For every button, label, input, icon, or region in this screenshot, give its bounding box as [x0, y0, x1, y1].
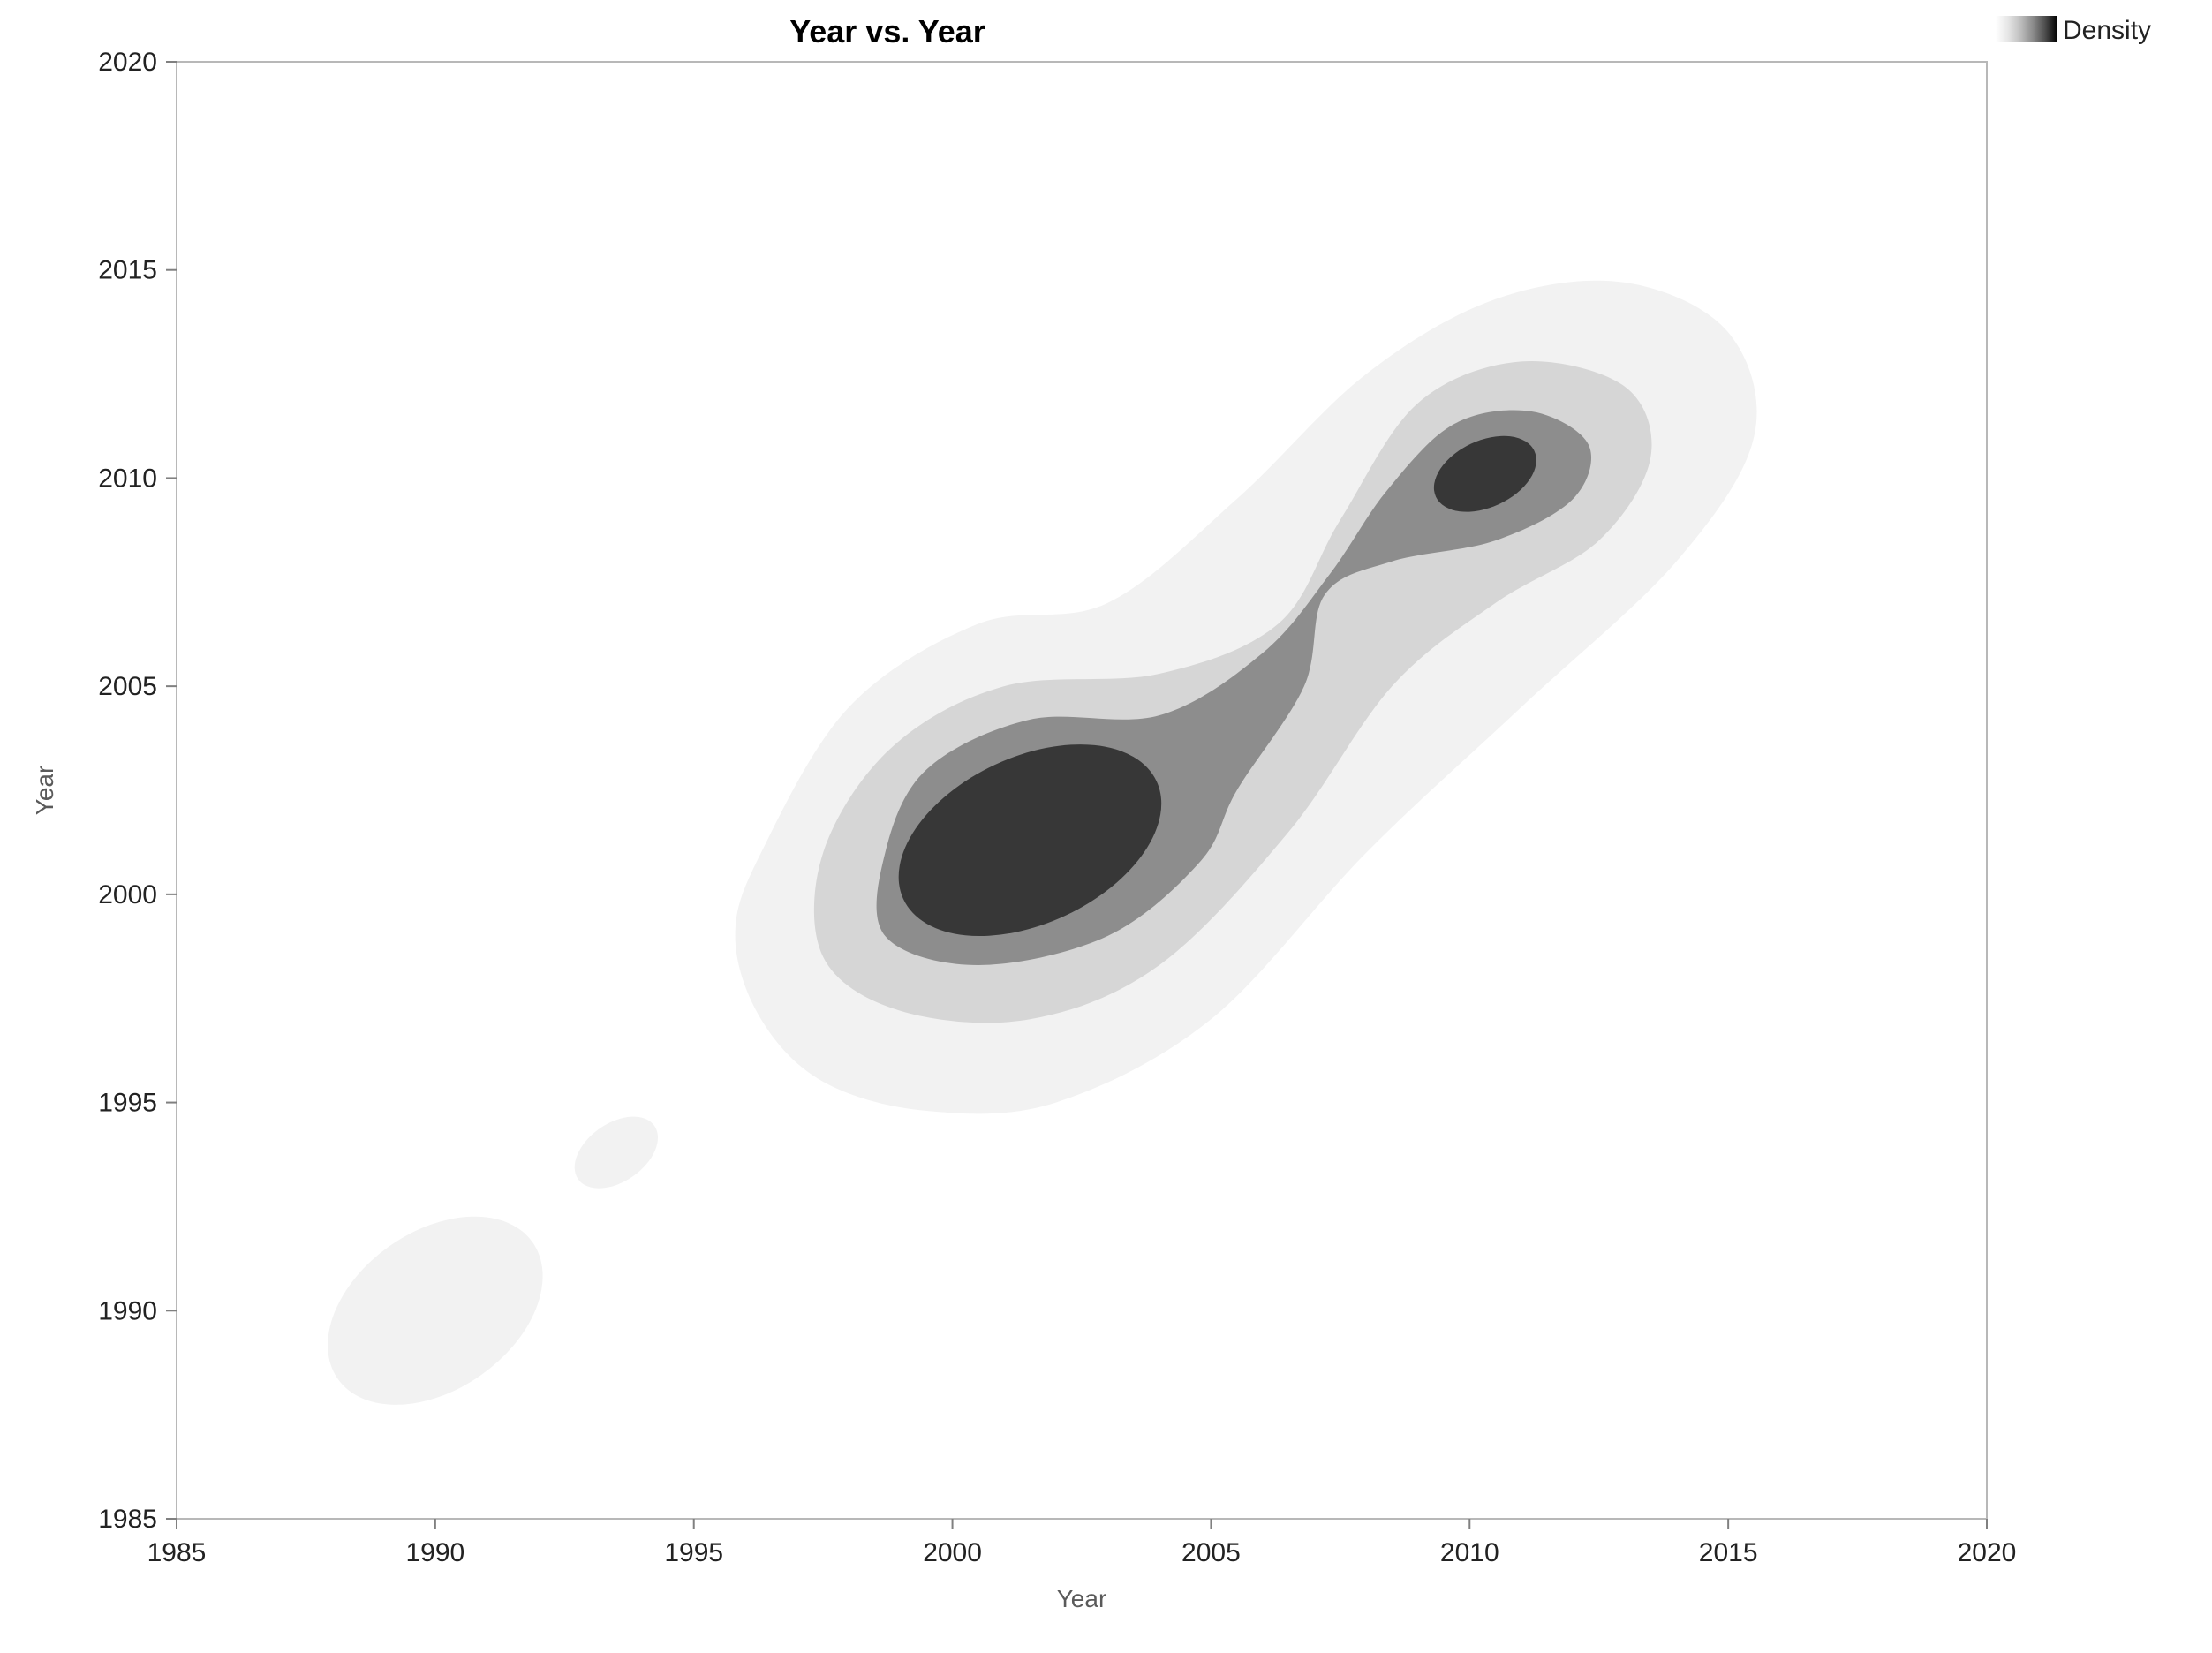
y-tick-label: 2020 [98, 48, 157, 77]
x-tick-label: 2005 [1181, 1538, 1241, 1567]
x-axis-label: Year [1057, 1585, 1107, 1612]
chart-container: 1985 1990 1995 2000 2005 2010 2015 2020 1985 1990… [0, 0, 2212, 1653]
x-tick-label: 1985 [147, 1538, 207, 1567]
legend-label: Density [2063, 16, 2151, 45]
y-tick-label: 2000 [98, 880, 157, 910]
x-tick-label: 2010 [1440, 1538, 1499, 1567]
y-tick-label: 2010 [98, 464, 157, 493]
x-tick-label: 2000 [923, 1538, 982, 1567]
y-tick-label: 2015 [98, 256, 157, 285]
y-tick-label: 1990 [98, 1296, 157, 1325]
chart-title: Year vs. Year [789, 13, 985, 49]
x-tick-label: 2020 [1958, 1538, 2017, 1567]
density-chart: 1985 1990 1995 2000 2005 2010 2015 2020 1985 1990… [0, 0, 2212, 1653]
legend-swatch [1996, 16, 2057, 42]
y-tick-label: 1985 [98, 1505, 157, 1534]
y-tick-label: 2005 [98, 672, 157, 701]
x-tick-label: 1995 [664, 1538, 723, 1567]
y-tick-label: 1995 [98, 1089, 157, 1118]
y-axis-label: Year [31, 766, 58, 816]
x-tick-label: 2015 [1699, 1538, 1758, 1567]
x-tick-label: 1990 [405, 1538, 464, 1567]
